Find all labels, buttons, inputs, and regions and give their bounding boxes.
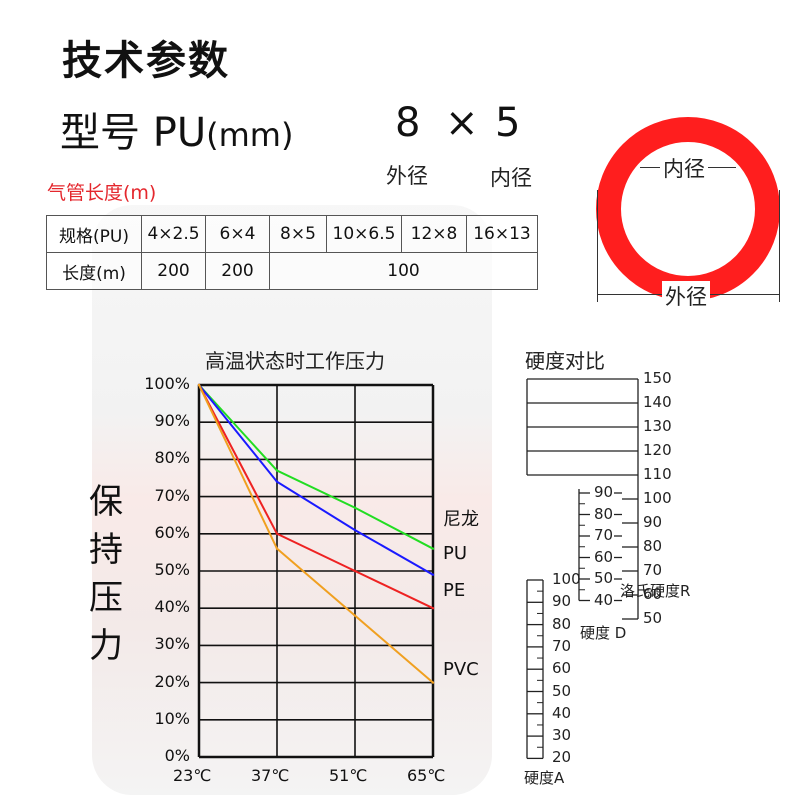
ring-inner-label: 内径 bbox=[660, 153, 708, 183]
rockwell-tick-label: 80 bbox=[643, 537, 663, 555]
y-tick-label: 50% bbox=[154, 560, 190, 579]
rockwell-tick-label: 100 bbox=[643, 489, 672, 507]
rockwell-tick-label: 60 bbox=[643, 585, 663, 603]
model-times-sign: × bbox=[445, 100, 479, 146]
rockwell-tick-label: 130 bbox=[643, 417, 672, 435]
background-spool-image bbox=[92, 205, 492, 795]
shore-d-tick-label: 60 bbox=[594, 547, 614, 566]
y-tick-label: 10% bbox=[154, 708, 190, 728]
shore-a-tick-label: 40 bbox=[552, 703, 572, 722]
data-point bbox=[353, 569, 357, 573]
series-label: 尼龙 bbox=[443, 508, 479, 530]
y-tick-label: 70% bbox=[154, 485, 190, 505]
table-cell: 10×6.5 bbox=[326, 215, 402, 253]
outer-diameter-right-extension bbox=[779, 190, 780, 302]
series-line bbox=[198, 384, 434, 684]
shore-d-tick-label: 50 bbox=[594, 569, 614, 587]
y-tick-label: 30% bbox=[154, 634, 190, 654]
x-tick-label: 37℃ bbox=[251, 766, 290, 785]
shore-d-tick-label: 70 bbox=[594, 526, 614, 544]
y-tick-label: 0% bbox=[164, 746, 190, 765]
rockwell-tick-label: 110 bbox=[643, 465, 672, 483]
table-cell: 16×13 bbox=[466, 215, 538, 253]
model-outer-diameter: 8 bbox=[395, 100, 421, 146]
x-tick-label: 65℃ bbox=[407, 766, 446, 785]
rockwell-scale-name: 洛氏硬度R bbox=[620, 582, 691, 600]
model-material: PU bbox=[152, 110, 207, 156]
rockwell-tick-label: 50 bbox=[643, 609, 663, 627]
data-point bbox=[353, 506, 357, 509]
rockwell-tick-label: 140 bbox=[643, 393, 672, 411]
y-tick-label: 60% bbox=[154, 522, 190, 542]
y-tick-label: 20% bbox=[154, 671, 190, 691]
outer-diameter-left-extension bbox=[597, 190, 598, 302]
table-cell: 200 bbox=[205, 252, 270, 290]
y-tick-label: 80% bbox=[154, 448, 190, 468]
series-label: PE bbox=[443, 580, 466, 602]
spec-table: 规格(PU) 4×2.5 6×4 8×5 10×6.5 12×8 16×13 长… bbox=[46, 215, 538, 290]
ring-outer-label: 外径 bbox=[662, 281, 710, 311]
series-label: PVC bbox=[443, 658, 479, 680]
table-row: 长度(m) 200 200 100 bbox=[46, 252, 538, 290]
table-header-cell: 规格(PU) bbox=[46, 215, 142, 253]
data-point bbox=[431, 607, 435, 610]
shore-a-tick-label: 70 bbox=[552, 636, 572, 655]
data-point bbox=[431, 681, 435, 684]
shore-a-scale-name: 硬度A bbox=[524, 769, 565, 787]
table-cell: 100 bbox=[269, 252, 538, 290]
data-point bbox=[431, 547, 435, 550]
data-point bbox=[353, 528, 357, 532]
x-tick-label: 23℃ bbox=[173, 766, 212, 785]
inner-diameter-label: 内径 bbox=[490, 166, 532, 190]
table-cell: 12×8 bbox=[401, 215, 467, 253]
data-point bbox=[275, 547, 279, 550]
shore-d-tick-label: 90 bbox=[594, 483, 614, 501]
series-label: PU bbox=[443, 542, 468, 564]
data-point bbox=[197, 383, 201, 387]
y-tick-label: 90% bbox=[154, 411, 190, 431]
x-tick-label: 51℃ bbox=[329, 766, 368, 785]
y-axis-label: 保持压力 bbox=[89, 482, 123, 666]
model-prefix: 型号 bbox=[60, 110, 140, 156]
data-point bbox=[275, 469, 279, 472]
shore-a-tick-label: 100 bbox=[552, 570, 581, 588]
shore-a-tick-label: 80 bbox=[552, 614, 572, 633]
table-cell: 200 bbox=[141, 252, 206, 290]
data-point bbox=[353, 614, 357, 617]
shore-a-tick-label: 50 bbox=[552, 681, 572, 700]
series-line bbox=[198, 384, 434, 610]
model-unit: (mm) bbox=[206, 116, 294, 154]
data-point bbox=[275, 480, 279, 483]
data-point bbox=[275, 532, 279, 535]
table-cell: 4×2.5 bbox=[141, 215, 206, 253]
table-row: 规格(PU) 4×2.5 6×4 8×5 10×6.5 12×8 16×13 bbox=[46, 215, 538, 253]
table-cell: 8×5 bbox=[269, 215, 327, 253]
rockwell-tick-label: 90 bbox=[643, 513, 663, 531]
chart-title: 高温状态时工作压力 bbox=[205, 349, 385, 373]
page-title: 技术参数 bbox=[62, 38, 230, 84]
shore-d-tick-label: 80 bbox=[594, 504, 614, 523]
rockwell-tick-label: 150 bbox=[643, 369, 672, 387]
data-point bbox=[431, 573, 435, 576]
model-line: 型号 PU(mm) bbox=[60, 100, 293, 158]
model-inner-diameter: 5 bbox=[495, 100, 521, 146]
tube-length-label: 气管长度(m) bbox=[47, 182, 157, 204]
series-line bbox=[198, 384, 434, 550]
y-tick-label: 40% bbox=[154, 597, 190, 617]
shore-a-tick-label: 30 bbox=[552, 726, 572, 745]
shore-d-tick-label: 40 bbox=[594, 590, 614, 609]
y-tick-label: 100% bbox=[144, 374, 190, 393]
shore-a-tick-label: 90 bbox=[552, 592, 572, 611]
hardness-title: 硬度对比 bbox=[525, 349, 605, 373]
rockwell-tick-label: 70 bbox=[643, 561, 663, 579]
rockwell-tick-label: 120 bbox=[643, 441, 672, 459]
outer-diameter-label: 外径 bbox=[386, 164, 428, 188]
shore-d-scale-name: 硬度 D bbox=[580, 624, 627, 642]
series-line bbox=[198, 384, 434, 576]
table-header-cell: 长度(m) bbox=[46, 252, 142, 290]
shore-a-tick-label: 60 bbox=[552, 659, 572, 678]
shore-a-tick-label: 20 bbox=[552, 748, 572, 767]
